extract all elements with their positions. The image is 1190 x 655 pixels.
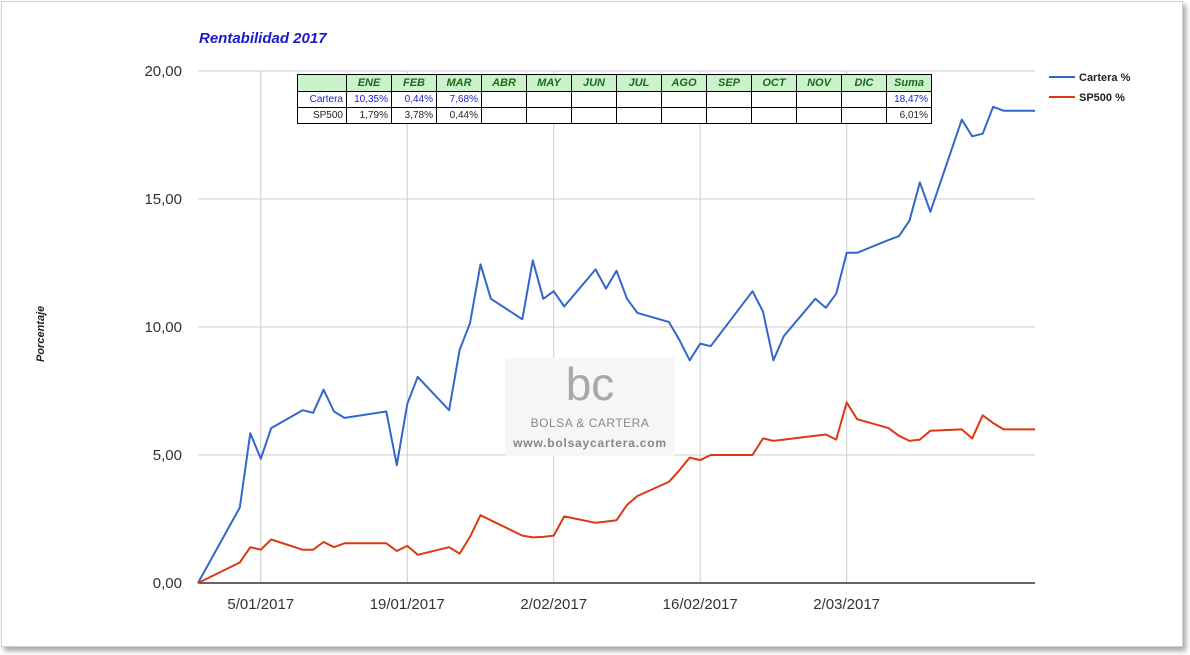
y-tick-label: 10,00 [144, 319, 182, 336]
legend-label: SP500 % [1079, 92, 1125, 104]
series-lines [197, 105, 1036, 584]
table-cell: 7,68% [436, 91, 482, 108]
row-label: Cartera [297, 91, 347, 108]
column-header: FEB [391, 74, 437, 92]
table-body: Cartera 10,35% 0,44% 7,68% 18,47% SP500 1,79% 3… [297, 91, 932, 124]
table-cell [841, 91, 887, 108]
table-cell [661, 91, 707, 108]
column-header: JUN [571, 74, 617, 92]
x-tick-label: 5/01/2017 [227, 596, 294, 613]
table-cell [481, 107, 527, 124]
table-cell: 18,47% [886, 91, 932, 108]
watermark-name: BOLSA & CARTERA [531, 416, 650, 430]
column-header: SEP [706, 74, 752, 92]
table-row: SP500 1,79% 3,78% 0,44% 6,01% [297, 107, 932, 124]
table-cell: 10,35% [346, 91, 392, 108]
table-cell: 0,44% [436, 107, 482, 124]
column-header: OCT [751, 74, 797, 92]
table-cell [526, 91, 572, 108]
table-cell [526, 107, 572, 124]
column-header: JUL [616, 74, 662, 92]
column-header: MAR [436, 74, 482, 92]
chart-title: Rentabilidad 2017 [199, 30, 327, 47]
y-tick-label: 5,00 [153, 447, 182, 464]
x-tick-label: 2/02/2017 [520, 596, 587, 613]
column-header: Suma [886, 74, 932, 92]
column-header: ENE [346, 74, 392, 92]
table-cell [661, 107, 707, 124]
legend: Cartera % SP500 % [1049, 72, 1131, 104]
y-tick-labels: 0,00 5,00 10,00 15,00 20,00 [144, 63, 182, 592]
table-cell [706, 91, 752, 108]
monthly-returns-table: ENE FEB MAR ABR MAY JUN JUL AGO SEP OCT NOV DIC Suma… [297, 74, 932, 124]
grid-lines [198, 70, 1035, 583]
row-label: SP500 [297, 107, 347, 124]
table-cell [796, 107, 842, 124]
table-cell [481, 91, 527, 108]
table-cell: 3,78% [391, 107, 437, 124]
table-cell [841, 107, 887, 124]
table-cell [571, 107, 617, 124]
watermark-background [505, 358, 675, 456]
line-chart: bc BOLSA & CARTERA www.bolsaycartera.com… [35, 30, 1131, 613]
table-cell [751, 91, 797, 108]
column-header: DIC [841, 74, 887, 92]
table-cell: 0,44% [391, 91, 437, 108]
y-axis-label: Porcentaje [35, 306, 47, 362]
table-header-row: ENE FEB MAR ABR MAY JUN JUL AGO SEP OCT NOV DIC Suma [297, 74, 932, 92]
table-row: Cartera 10,35% 0,44% 7,68% 18,47% [297, 91, 932, 108]
column-header: MAY [526, 74, 572, 92]
chart-frame: bc BOLSA & CARTERA www.bolsaycartera.com… [1, 1, 1183, 647]
y-tick-label: 15,00 [144, 191, 182, 208]
table-cell: 1,79% [346, 107, 392, 124]
x-tick-label: 2/03/2017 [813, 596, 880, 613]
x-tick-label: 16/02/2017 [663, 596, 738, 613]
table-cell [616, 107, 662, 124]
column-header: NOV [796, 74, 842, 92]
column-header: AGO [661, 74, 707, 92]
table-cell [616, 91, 662, 108]
watermark-url: www.bolsaycartera.com [512, 436, 667, 450]
y-tick-label: 0,00 [153, 575, 182, 592]
x-tick-label: 19/01/2017 [370, 596, 445, 613]
series-line-cartera [197, 105, 1035, 584]
watermark: bc BOLSA & CARTERA www.bolsaycartera.com [505, 358, 675, 456]
table-cell [751, 107, 797, 124]
table-cell [706, 107, 752, 124]
legend-label: Cartera % [1079, 72, 1131, 84]
watermark-logo: bc [566, 358, 615, 410]
column-header: ABR [481, 74, 527, 92]
table-cell [796, 91, 842, 108]
table-cell [571, 91, 617, 108]
y-tick-label: 20,00 [144, 63, 182, 80]
x-tick-labels: 5/01/2017 19/01/2017 2/02/2017 16/02/2017 2/… [227, 596, 880, 613]
table-cell: 6,01% [886, 107, 932, 124]
table-corner-cell [297, 74, 347, 92]
series-line-sp500 [197, 401, 1035, 584]
